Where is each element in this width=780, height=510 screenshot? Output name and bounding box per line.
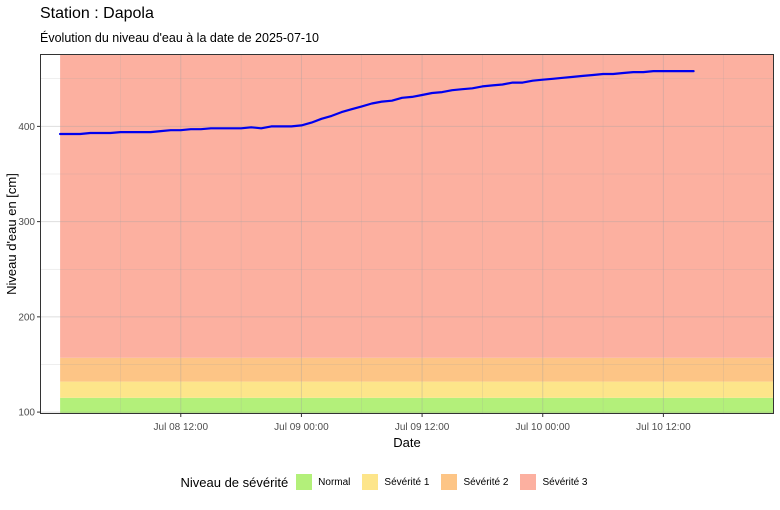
x-tick-label-3: Jul 10 00:00 xyxy=(515,422,570,433)
x-tick-label-4: Jul 10 12:00 xyxy=(636,422,691,433)
y-tick-label-2: 300 xyxy=(18,217,35,228)
legend-title: Niveau de sévérité xyxy=(180,474,289,490)
legend: Niveau de sévérité Normal Sévérité 1 Sév… xyxy=(0,474,780,490)
y-tick-label-1: 200 xyxy=(18,312,35,323)
x-tick-label-2: Jul 09 12:00 xyxy=(395,422,450,433)
x-axis-title: Date xyxy=(393,435,420,450)
legend-label-severite-1: Sévérité 1 xyxy=(384,476,430,488)
severity-band-3 xyxy=(60,54,774,358)
legend-item-severite-2: Sévérité 2 xyxy=(441,474,508,490)
y-tick-label-3: 400 xyxy=(18,122,35,133)
legend-item-normal: Normal xyxy=(296,474,350,490)
chart-plot: 100 200 300 400 Jul 08 12:00 Jul 09 00:00 Jul … xyxy=(4,54,774,450)
legend-key-severite-3 xyxy=(520,474,537,490)
legend-label-severite-2: Sévérité 2 xyxy=(463,476,509,488)
legend-label-normal: Normal xyxy=(318,476,351,488)
x-tick-label-0: Jul 08 12:00 xyxy=(154,422,209,433)
legend-item-severite-1: Sévérité 1 xyxy=(362,474,429,490)
y-tick-label-0: 100 xyxy=(18,408,35,419)
severity-band-2 xyxy=(60,357,774,382)
severity-band-1 xyxy=(60,381,774,398)
x-tick-label-1: Jul 09 00:00 xyxy=(274,422,329,433)
y-axis-title: Niveau d'eau en [cm] xyxy=(4,173,19,295)
legend-key-normal xyxy=(296,474,313,490)
series-line-0 xyxy=(58,69,695,136)
legend-label-severite-3: Sévérité 3 xyxy=(542,476,588,488)
severity-band-0 xyxy=(60,397,774,414)
legend-item-severite-3: Sévérité 3 xyxy=(520,474,588,490)
chart-subtitle: Évolution du niveau d'eau à la date de 2… xyxy=(40,31,319,45)
legend-key-severite-2 xyxy=(441,474,458,490)
chart-title: Station : Dapola xyxy=(40,5,154,22)
legend-key-severite-1 xyxy=(362,474,379,490)
plot-border xyxy=(40,54,774,414)
